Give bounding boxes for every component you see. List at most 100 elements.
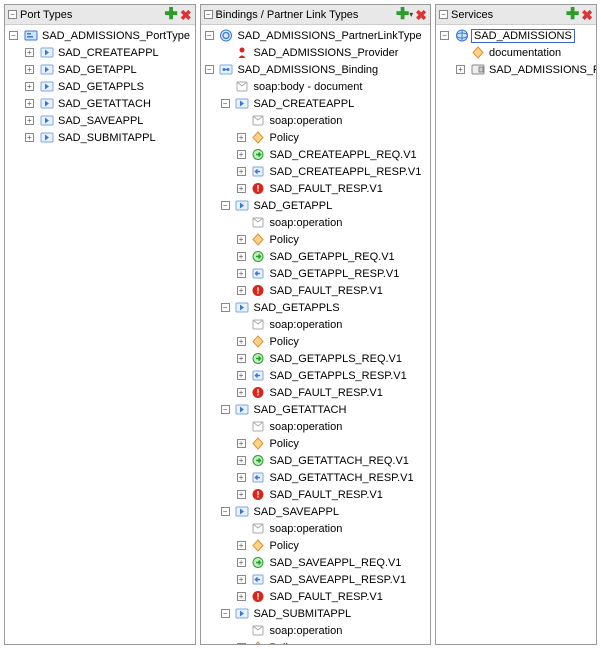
expand-icon[interactable]: + (237, 592, 246, 601)
tree-node[interactable]: + Policy (235, 231, 428, 248)
delete-button[interactable]: ✖ (415, 8, 427, 22)
tree-node[interactable]: +!SAD_FAULT_RESP.V1 (235, 282, 428, 299)
tree-node[interactable]: +SAD_GETAPPLS_RESP.V1 (235, 367, 428, 384)
delete-button[interactable]: ✖ (180, 8, 192, 22)
tree-node-label: SAD_GETATTACH_RESP.V1 (268, 472, 416, 484)
delete-button[interactable]: ✖ (581, 8, 593, 22)
expand-icon[interactable]: + (237, 490, 246, 499)
expand-icon[interactable]: + (25, 82, 34, 91)
tree-node[interactable]: +!SAD_FAULT_RESP.V1 (235, 486, 428, 503)
tree-node[interactable]: +SAD_GETAPPL_REQ.V1 (235, 248, 428, 265)
tree-node[interactable]: +SAD_GETATTACH_REQ.V1 (235, 452, 428, 469)
tree-node[interactable]: +SAD_GETATTACH (23, 95, 193, 112)
tree-node[interactable]: +SAD_GETAPPL (23, 61, 193, 78)
tree-node[interactable]: +Policy (235, 333, 428, 350)
tree-node[interactable]: −SAD_ADMISSIONS (438, 27, 594, 44)
add-button[interactable]: ✚ (396, 7, 409, 23)
tree-node[interactable]: +SAD_SAVEAPPL_REQ.V1 (235, 554, 428, 571)
tree-node[interactable]: +Policy (235, 129, 428, 146)
panel-collapse-icon[interactable]: − (439, 10, 448, 19)
tree-node[interactable]: +!SAD_FAULT_RESP.V1 (235, 384, 428, 401)
expand-icon[interactable]: + (237, 473, 246, 482)
expand-icon[interactable]: + (237, 575, 246, 584)
collapse-icon[interactable]: − (221, 507, 230, 516)
tree-node[interactable]: +Policy (235, 639, 428, 644)
collapse-icon[interactable]: − (221, 99, 230, 108)
tree-node[interactable]: +!SAD_FAULT_RESP.V1 (235, 588, 428, 605)
collapse-icon[interactable]: − (9, 31, 18, 40)
expand-icon[interactable]: + (25, 99, 34, 108)
expand-icon[interactable]: + (237, 371, 246, 380)
tree-node[interactable]: − SAD_CREATEAPPL (219, 95, 428, 112)
tree-node[interactable]: +SAD_GETAPPLS_REQ.V1 (235, 350, 428, 367)
expand-icon[interactable]: + (237, 235, 246, 244)
tree-node[interactable]: +SAD_CREATEAPPL_REQ.V1 (235, 146, 428, 163)
tree-node[interactable]: soap:operation (235, 520, 428, 537)
tree-node[interactable]: soap:operation (235, 112, 428, 129)
tree-node-label: SAD_GETAPPLS (252, 302, 342, 314)
tree-node[interactable]: −SAD_GETATTACH (219, 401, 428, 418)
tree-node[interactable]: −SAD_ADMISSIONS_PortType (7, 27, 193, 44)
tree-node[interactable]: −SAD_SUBMITAPPL (219, 605, 428, 622)
expand-icon[interactable]: + (237, 269, 246, 278)
expand-icon[interactable]: + (237, 456, 246, 465)
tree-node[interactable]: − SAD_GETAPPLS (219, 299, 428, 316)
tree-node[interactable]: soap:operation (235, 622, 428, 639)
expand-icon[interactable]: + (456, 65, 465, 74)
expand-icon[interactable]: + (25, 48, 34, 57)
collapse-icon[interactable]: − (440, 31, 449, 40)
tree-node-label: SAD_CREATEAPPL (252, 98, 357, 110)
expand-icon[interactable]: + (237, 337, 246, 346)
tree-node[interactable]: +SAD_SUBMITAPPL (23, 129, 193, 146)
tree-node[interactable]: +SAD_CREATEAPPL (23, 44, 193, 61)
expand-icon[interactable]: + (237, 167, 246, 176)
tree-node[interactable]: + SAD_GETATTACH_RESP.V1 (235, 469, 428, 486)
tree-node-label: Policy (268, 234, 301, 246)
tree-node[interactable]: +SAD_GETAPPLS (23, 78, 193, 95)
collapse-icon[interactable]: − (221, 405, 230, 414)
tree-node[interactable]: SAD_ADMISSIONS_Provider (219, 44, 428, 61)
expand-icon[interactable]: + (237, 354, 246, 363)
expand-icon[interactable]: + (237, 150, 246, 159)
expand-icon[interactable]: + (237, 439, 246, 448)
add-button[interactable]: ✚ (164, 7, 177, 23)
tree-node[interactable]: +SAD_ADMISSIONS_Port (454, 61, 594, 78)
tree-node[interactable]: +Policy (235, 435, 428, 452)
tree-node[interactable]: soap:operation (235, 418, 428, 435)
collapse-icon[interactable]: − (221, 303, 230, 312)
tree-node[interactable]: soap:body - document (219, 78, 428, 95)
tree-node[interactable]: documentation (454, 44, 594, 61)
collapse-icon[interactable]: − (205, 65, 214, 74)
expand-icon[interactable]: + (237, 558, 246, 567)
expand-icon[interactable]: + (237, 252, 246, 261)
expand-icon[interactable]: + (237, 541, 246, 550)
expand-icon[interactable]: + (237, 643, 246, 644)
expand-icon[interactable]: + (237, 184, 246, 193)
expand-icon[interactable]: + (237, 133, 246, 142)
expand-icon[interactable]: + (237, 286, 246, 295)
panel-collapse-icon[interactable]: − (8, 10, 17, 19)
tree-node[interactable]: +!SAD_FAULT_RESP.V1 (235, 180, 428, 197)
collapse-icon[interactable]: − (221, 609, 230, 618)
collapse-icon[interactable]: − (221, 201, 230, 210)
tree-node[interactable]: +Policy (235, 537, 428, 554)
tree-node[interactable]: +SAD_CREATEAPPL_RESP.V1 (235, 163, 428, 180)
tree-node[interactable]: −SAD_ADMISSIONS_PartnerLinkType (203, 27, 428, 44)
tree-node[interactable]: soap:operation (235, 316, 428, 333)
tree-node[interactable]: −SAD_ADMISSIONS_Binding (203, 61, 428, 78)
tree-node[interactable]: +SAD_GETAPPL_RESP.V1 (235, 265, 428, 282)
expand-icon[interactable]: + (25, 133, 34, 142)
tree-node[interactable]: −SAD_SAVEAPPL (219, 503, 428, 520)
tree-node[interactable]: +SAD_SAVEAPPL_RESP.V1 (235, 571, 428, 588)
tree-node[interactable]: soap:operation (235, 214, 428, 231)
panel-collapse-icon[interactable]: − (204, 10, 213, 19)
expand-icon[interactable]: + (25, 116, 34, 125)
expand-icon[interactable]: + (237, 388, 246, 397)
tree-node-label: SAD_GETAPPL (252, 200, 335, 212)
collapse-icon[interactable]: − (205, 31, 214, 40)
dropdown-arrow-icon[interactable]: ▾ (409, 10, 413, 19)
tree-node[interactable]: +SAD_SAVEAPPL (23, 112, 193, 129)
tree-node[interactable]: − SAD_GETAPPL (219, 197, 428, 214)
add-button[interactable]: ✚ (566, 7, 579, 23)
expand-icon[interactable]: + (25, 65, 34, 74)
